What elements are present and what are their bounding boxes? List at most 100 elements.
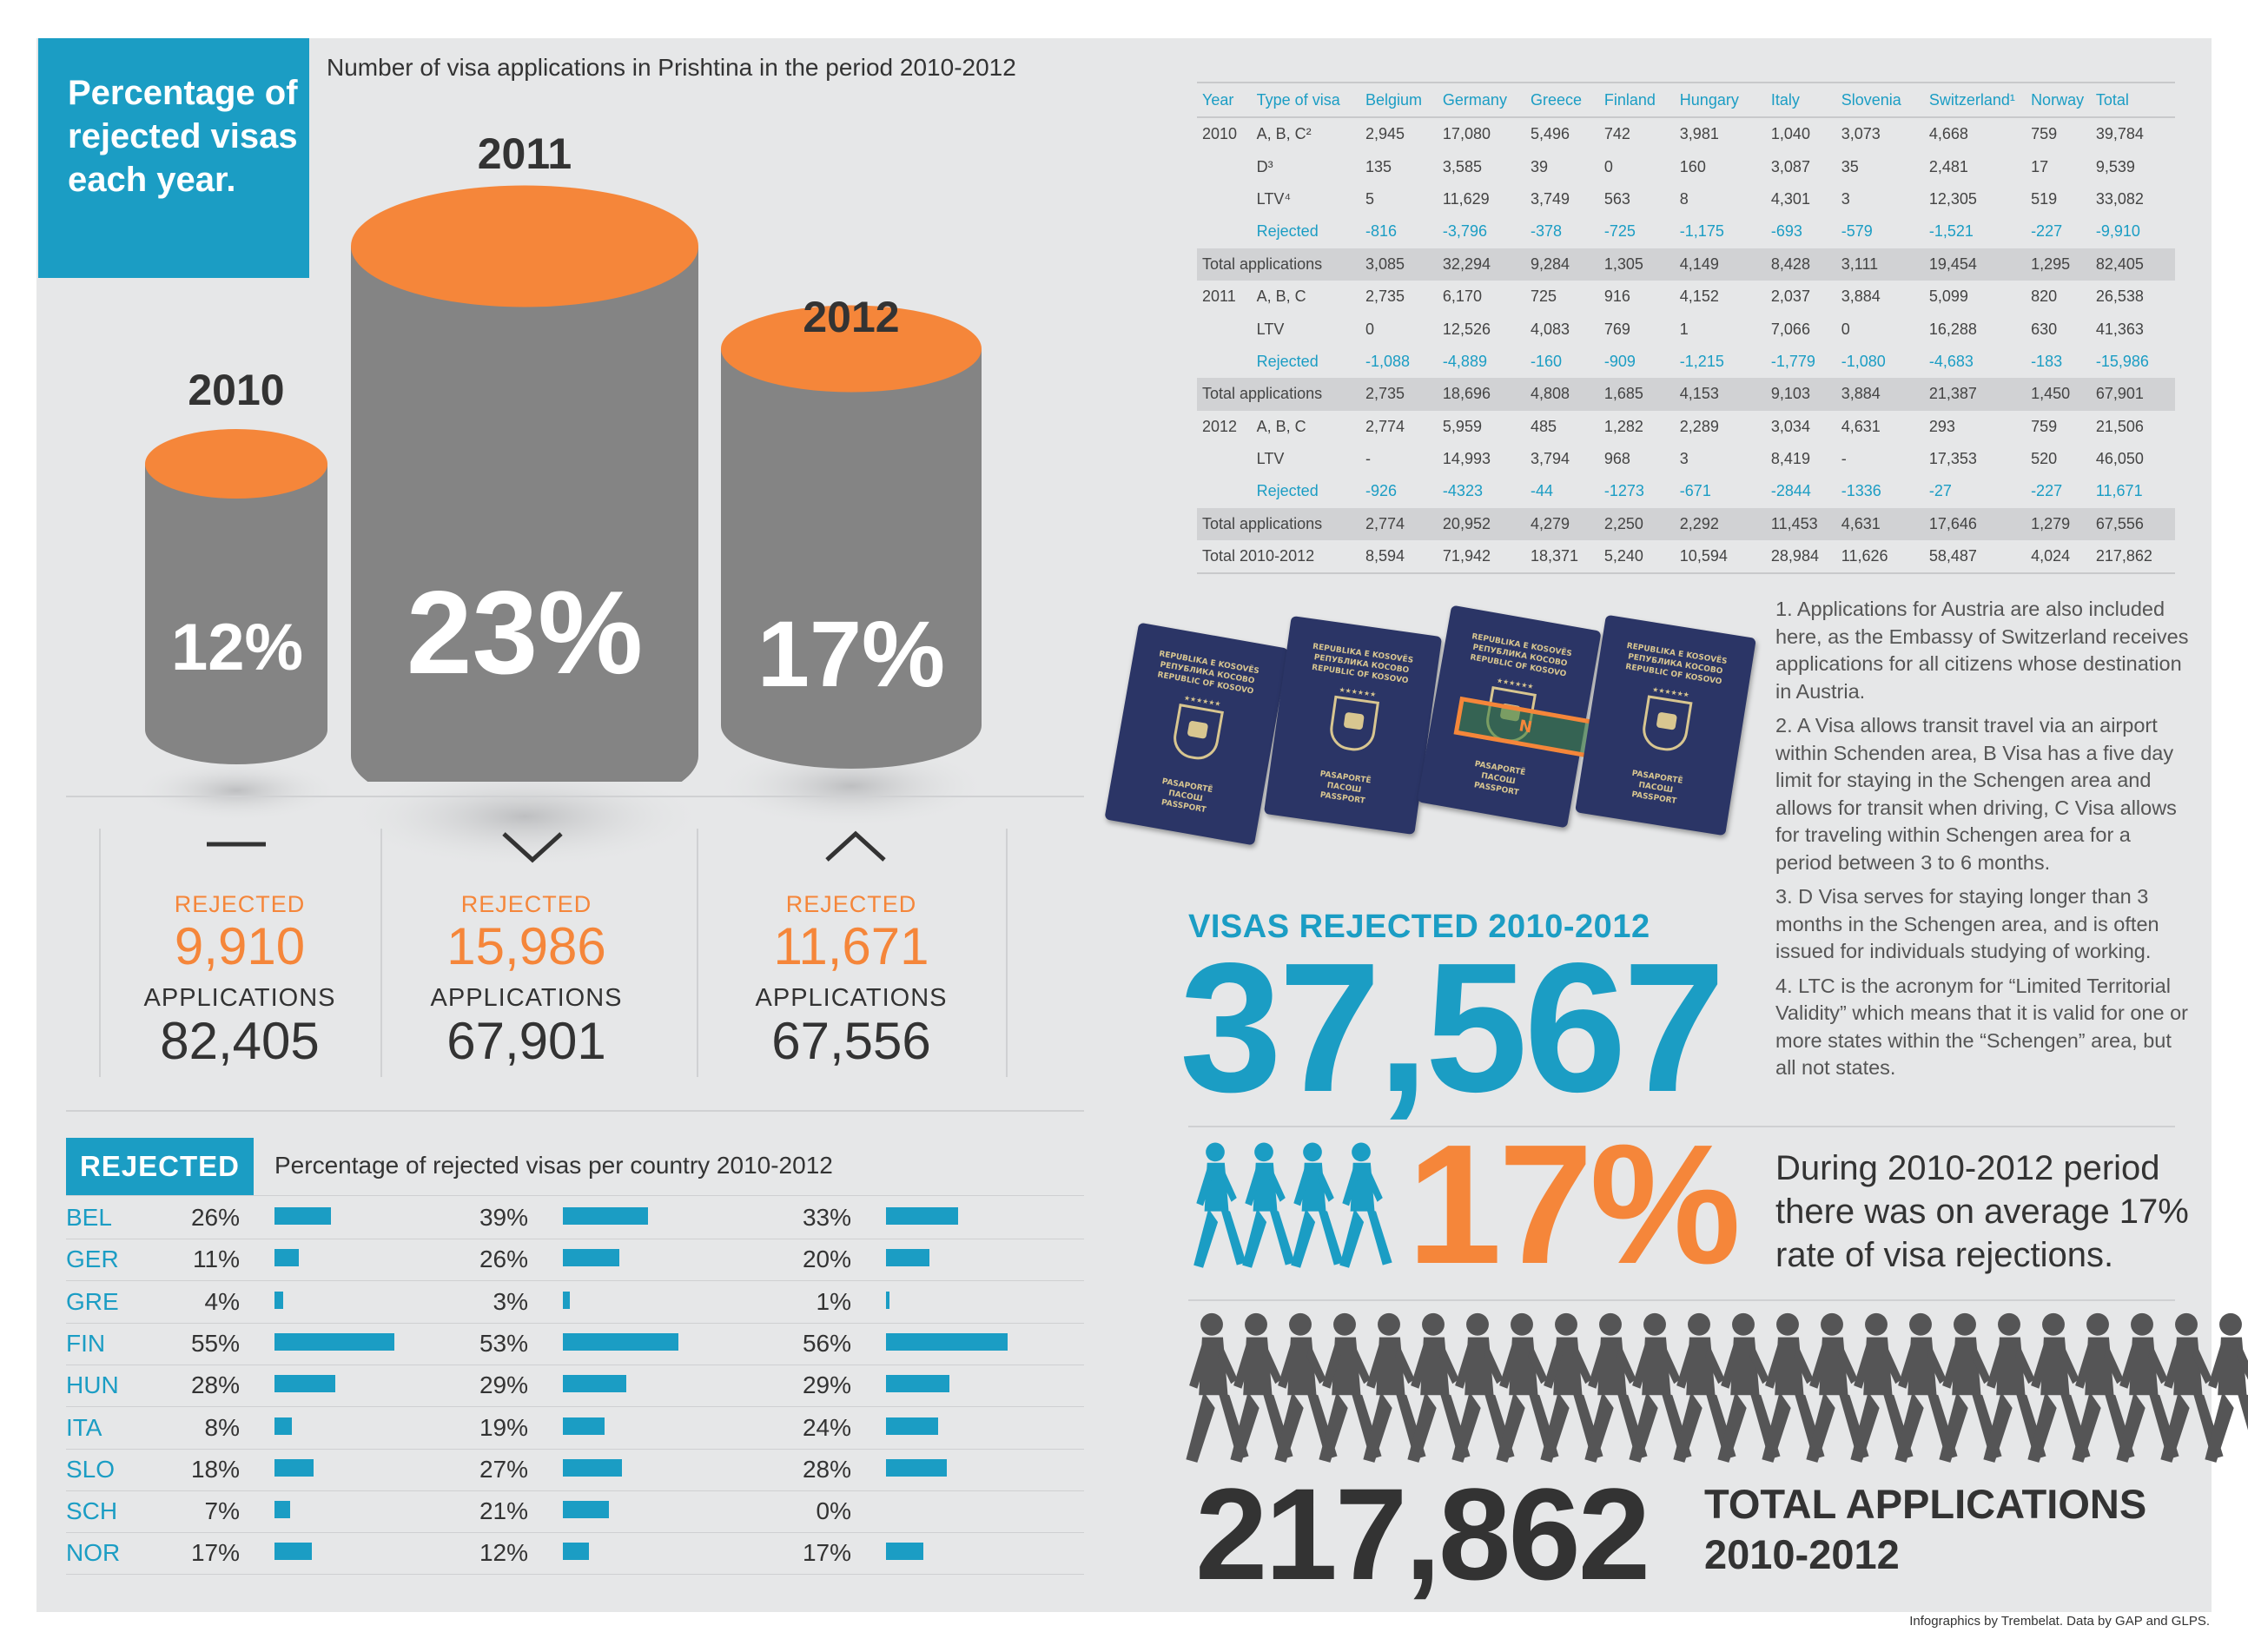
- walking-person-icon: [2205, 1312, 2248, 1463]
- table-cell: 18,371: [1524, 540, 1599, 575]
- country-code: GRE: [66, 1287, 119, 1315]
- cylinder-chart: [145, 185, 982, 782]
- table-cell: 11,671: [2095, 482, 2143, 500]
- table-cell: 5: [1365, 189, 1374, 208]
- table-cell: 1,685: [1598, 378, 1675, 411]
- table-row: LTV - 14,993 3,794 968 3 8,419 - 17,353 520 46,050: [1197, 443, 2175, 475]
- table-cell: 12,305: [1928, 189, 1977, 208]
- walking-people-grey-icon: [1186, 1312, 2248, 1463]
- table-row: LTV 0 12,526 4,083 769 1 7,066 0 16,288 630 41,363: [1197, 313, 2175, 345]
- rejected-label: REJECTED: [785, 891, 917, 917]
- coat-of-arms-icon: ★★★★★★: [1326, 685, 1379, 754]
- country-code: NOR: [66, 1539, 121, 1567]
- table-cell: -: [1841, 450, 1847, 468]
- table-cell: [1197, 346, 1252, 378]
- walking-person-icon: [1540, 1312, 1603, 1463]
- table-cell: Total applications: [1197, 248, 1360, 281]
- table-cell: 2,945: [1365, 125, 1405, 143]
- table-cell: 160: [1679, 157, 1706, 175]
- table-cell: 3: [1841, 189, 1850, 208]
- walking-person-icon: [1717, 1312, 1781, 1463]
- table-header: Year Type of visa Belgium Germany Greece Finl…: [1197, 82, 2175, 118]
- coat-of-arms-icon: ★★★★★★: [1639, 685, 1693, 754]
- table-cell: 71,942: [1437, 540, 1525, 575]
- table-cell: 19,454: [1923, 248, 2027, 281]
- table-cell: 21,387: [1923, 378, 2027, 411]
- header-cell: Type of visa: [1251, 82, 1360, 118]
- header-cell: Year: [1197, 82, 1252, 118]
- country-code: BEL: [66, 1204, 112, 1231]
- table-cell: 5,240: [1598, 540, 1675, 575]
- average-text: During 2010-2012 period there was on ave…: [1775, 1149, 2189, 1274]
- cylinder-chart-subtitle: Number of visa applications in Prishtina…: [327, 54, 1016, 81]
- percent-bar: [274, 1501, 290, 1519]
- stats-bottom-divider: [66, 1110, 1084, 1112]
- table-cell: 0: [1603, 157, 1613, 175]
- table-cell: -909: [1603, 352, 1636, 370]
- table-cell: -1,521: [1928, 222, 1974, 241]
- percent-label: 24%: [802, 1413, 851, 1441]
- table-cell: 3,884: [1835, 378, 1924, 411]
- header-cell: Greece: [1524, 82, 1599, 118]
- cylinder-body: [351, 246, 698, 782]
- walkers-divider: [1188, 1299, 2175, 1301]
- percent-bar: [563, 1543, 589, 1561]
- applications-label: APPLICATIONS: [755, 984, 948, 1012]
- table-cell: -4,683: [1928, 352, 1974, 370]
- table-cell: Total applications: [1197, 507, 1360, 541]
- year-label-2012: 2012: [803, 293, 900, 341]
- table-cell: 17,646: [1923, 507, 2027, 541]
- table-cell: -183: [2031, 352, 2063, 370]
- footnote-4: 4. LTC is the acronym for “Limited Terri…: [1775, 974, 2188, 1080]
- table-cell: A, B, C: [1256, 417, 1306, 435]
- table-cell: 520: [2031, 450, 2058, 468]
- table-cell: 2010: [1202, 125, 1238, 143]
- table-row: Total applications 2,774 20,952 4,279 2,250 2…: [1197, 507, 2175, 541]
- cylinder-top: [351, 185, 698, 307]
- passport-icon: REPUBLIKA E KOSOVËS РЕПУБЛИКА КОСОВО REPUB…: [1104, 622, 1289, 846]
- table-cell: -: [1365, 450, 1371, 468]
- table-cell: -15,986: [2095, 352, 2149, 370]
- table-cell: 11,626: [1835, 540, 1924, 575]
- shadow-2011: [342, 764, 707, 869]
- table-cell: 3,034: [1770, 417, 1810, 435]
- average-divider: [1188, 1126, 2175, 1127]
- table-cell: Total applications: [1197, 378, 1360, 411]
- percent-bar: [274, 1417, 292, 1435]
- header-cell: Italy: [1765, 82, 1836, 118]
- table-row: Total 2010-2012 8,594 71,942 18,371 5,240 10,…: [1197, 540, 2175, 575]
- total-label-line2: 2010-2012: [1704, 1531, 1900, 1577]
- year-label-2010: 2010: [188, 366, 285, 414]
- header-cell: Belgium: [1359, 82, 1438, 118]
- percent-label: 33%: [802, 1204, 851, 1231]
- table-cell: 58,487: [1923, 540, 2027, 575]
- stats-divider-2: [380, 829, 382, 1077]
- table-cell: 0: [1841, 320, 1850, 338]
- country-chart-title: Percentage of rejected visas per country…: [274, 1152, 833, 1179]
- stats-divider-4: [1006, 829, 1008, 1077]
- table-cell: 1,305: [1598, 248, 1675, 281]
- shadow-svg: [132, 744, 990, 869]
- table-cell: -671: [1679, 482, 1711, 500]
- table-cell: -227: [2031, 222, 2063, 241]
- table-cell: 67,556: [2090, 507, 2175, 541]
- table-cell: 1: [1679, 320, 1689, 338]
- table-row: Total applications 3,085 32,294 9,284 1,305 4…: [1197, 248, 2175, 281]
- table-cell: LTV: [1256, 450, 1285, 468]
- percent-label: 53%: [479, 1329, 528, 1357]
- table-row: Rejected -1,088 -4,889 -160 -909 -1,215 -1,779…: [1197, 346, 2175, 378]
- table-cell: 217,862: [2090, 540, 2175, 575]
- footnotes: 1. Applications for Austria are also inc…: [1775, 596, 2192, 1089]
- percent-bar: [563, 1417, 605, 1435]
- table-cell: 4,631: [1835, 507, 1924, 541]
- table-cell: 32,294: [1437, 248, 1525, 281]
- table-cell: 17,080: [1442, 125, 1491, 143]
- header-cell: Germany: [1437, 82, 1525, 118]
- table-cell: 5,959: [1442, 417, 1482, 435]
- table-cell: -2844: [1770, 482, 1811, 500]
- chevron-up-icon: [825, 830, 886, 862]
- rejected-label: REJECTED: [174, 891, 306, 917]
- header-cell: Slovenia: [1835, 82, 1924, 118]
- table-cell: -725: [1603, 222, 1636, 241]
- cylinder-2011: [351, 185, 698, 782]
